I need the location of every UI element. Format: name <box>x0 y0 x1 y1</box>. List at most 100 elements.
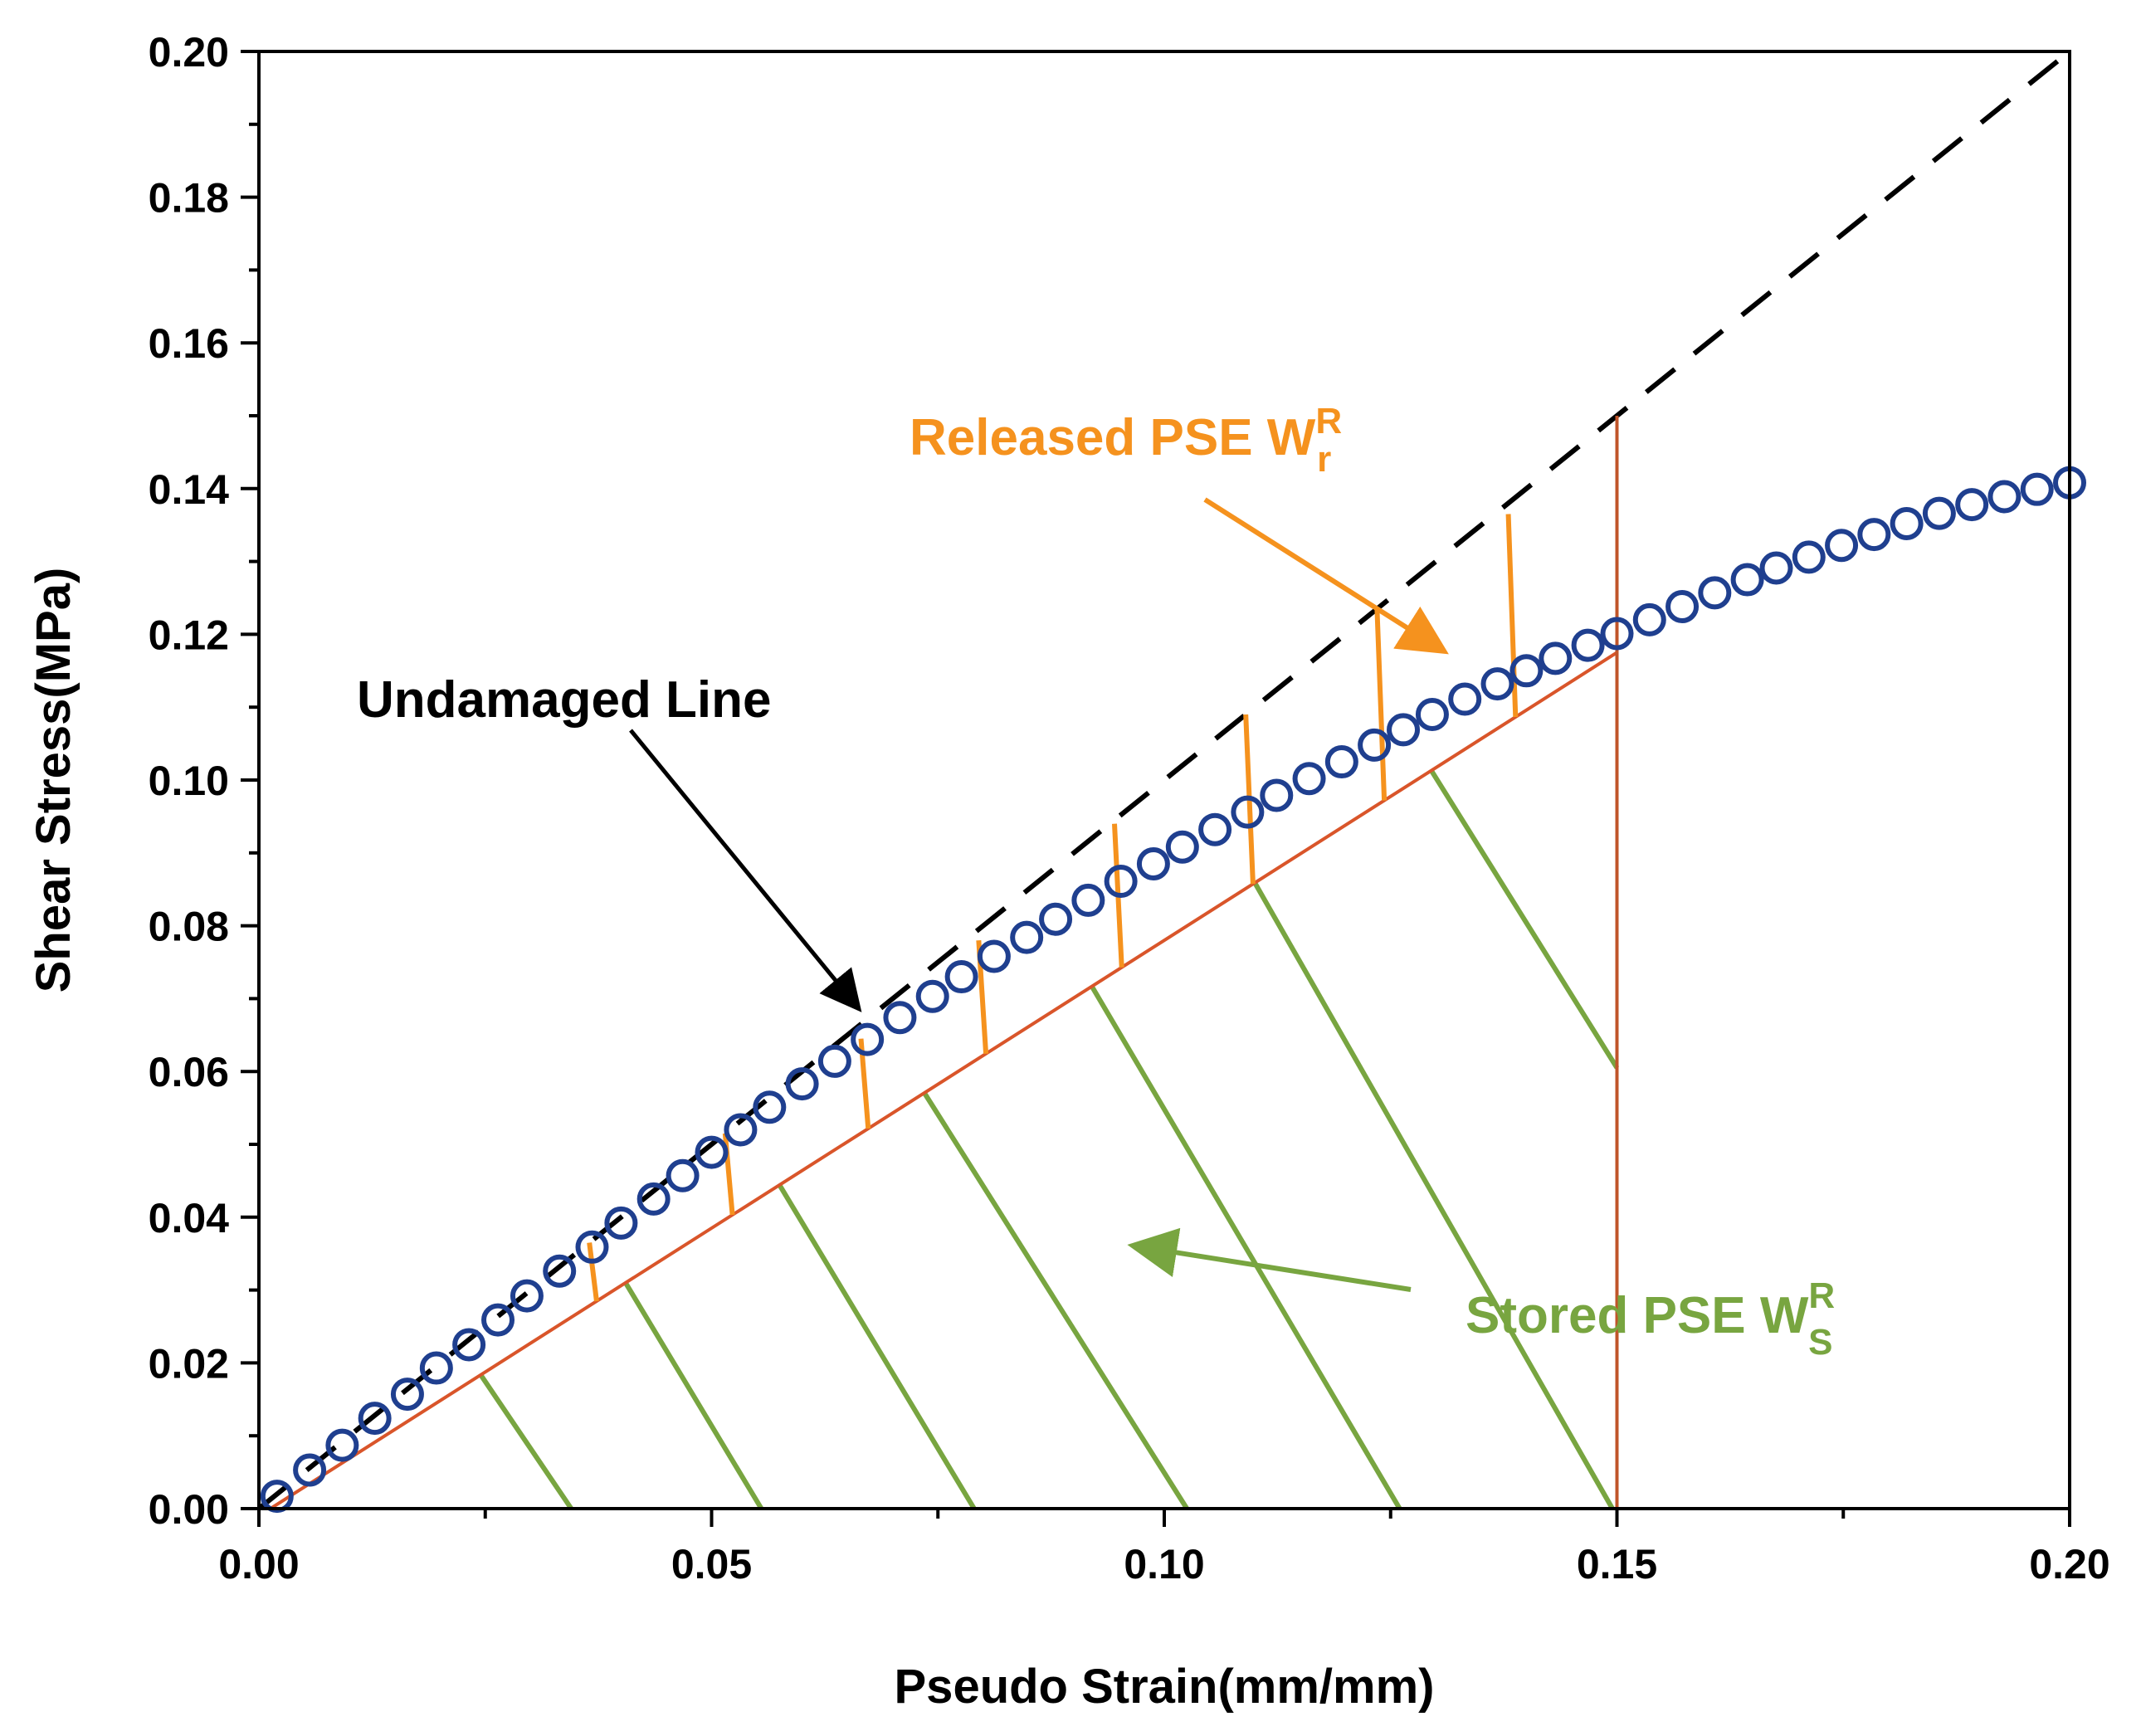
stored-hatch-line <box>478 1373 573 1510</box>
data-point <box>785 1067 819 1101</box>
data-point <box>1039 902 1073 936</box>
data-point <box>1632 602 1666 636</box>
released-pse-label: Released PSE WR r <box>910 401 1342 480</box>
stored-pse-sup: R <box>1808 1275 1835 1316</box>
y-tick-label: 0.00 <box>149 1486 229 1533</box>
data-point <box>1922 496 1956 530</box>
y-axis-title: Shear Stress(MPa) <box>27 568 80 993</box>
data-point <box>695 1135 729 1169</box>
y-tick-label: 0.20 <box>149 29 229 76</box>
data-point <box>944 960 978 994</box>
data-point <box>851 1022 885 1056</box>
data-point <box>1104 865 1138 899</box>
data-point <box>1955 488 1989 522</box>
data-point <box>817 1044 851 1078</box>
y-tick-label: 0.16 <box>149 320 229 367</box>
y-axis-ticks: 0.00 0.02 0.04 0.06 0.08 0.10 0.12 0.14 0.16 0.18… <box>149 29 259 1533</box>
y-tick-label: 0.04 <box>149 1195 230 1241</box>
released-pse-text: Released PSE W <box>910 409 1316 466</box>
annotation-stored-pse: Stored PSE WR S <box>1127 1227 1835 1363</box>
stored-hatch-line <box>777 1183 977 1510</box>
data-point <box>1260 778 1294 812</box>
undamaged-line-label: Undamaged Line <box>357 671 772 729</box>
data-point <box>883 1001 917 1035</box>
data-point <box>2020 472 2054 506</box>
data-point <box>1387 713 1421 747</box>
y-tick-label: 0.02 <box>149 1340 229 1387</box>
y-tick-label: 0.14 <box>149 466 230 513</box>
stored-pse-label: Stored PSE WR S <box>1466 1275 1835 1363</box>
x-tick-label: 0.05 <box>671 1541 752 1587</box>
data-point <box>510 1279 544 1313</box>
y-tick-label: 0.18 <box>149 175 229 222</box>
released-segment <box>587 1242 599 1302</box>
data-point <box>724 1113 758 1147</box>
data-point <box>325 1428 359 1462</box>
y-tick-label: 0.06 <box>149 1049 229 1095</box>
stored-hatch-line <box>1429 768 1620 1070</box>
released-pse-sub: r <box>1317 439 1331 480</box>
data-point <box>636 1182 671 1216</box>
stored-hatch-line <box>623 1281 764 1510</box>
undamaged-line <box>257 50 2070 1510</box>
data-point <box>260 1480 294 1514</box>
data-point <box>1415 697 1449 731</box>
lines <box>257 50 2070 1510</box>
x-tick-label: 0.00 <box>218 1541 299 1587</box>
released-segment <box>1505 514 1519 718</box>
data-point <box>1857 518 1891 552</box>
data-point <box>1448 682 1482 716</box>
data-point <box>915 979 949 1013</box>
data-point <box>1292 762 1326 796</box>
data-point <box>1010 920 1044 954</box>
data-point <box>358 1402 392 1436</box>
data-point <box>1480 667 1514 701</box>
data-point <box>1825 529 1859 563</box>
data-point <box>543 1254 577 1288</box>
data-point <box>452 1328 486 1362</box>
stored-pse-arrow <box>1127 1227 1412 1292</box>
data-point <box>753 1090 787 1124</box>
stored-hatch-line <box>922 1091 1189 1510</box>
data-point <box>419 1351 453 1385</box>
data-point <box>1165 830 1199 864</box>
annotation-undamaged-line: Undamaged Line <box>357 671 862 1012</box>
data-point <box>1324 745 1358 779</box>
data-point <box>293 1453 327 1487</box>
stored-hatch-line <box>1090 985 1402 1510</box>
data-point <box>1571 628 1605 662</box>
x-tick-label: 0.10 <box>1124 1541 1204 1587</box>
data-point <box>1890 506 1924 540</box>
data-point <box>604 1206 638 1240</box>
data-point <box>1987 480 2022 514</box>
data-point <box>1509 654 1544 688</box>
released-pse-sup: R <box>1315 401 1342 441</box>
data-point <box>1759 551 1793 585</box>
x-axis-title: Pseudo Strain(mm/mm) <box>895 1660 1435 1714</box>
data-point <box>666 1158 700 1192</box>
data-point <box>481 1303 515 1337</box>
y-tick-label: 0.08 <box>149 904 229 950</box>
x-tick-label: 0.15 <box>1577 1541 1657 1587</box>
data-point <box>1071 883 1105 917</box>
data-point <box>1231 795 1265 829</box>
data-point <box>1698 576 1732 610</box>
data-point <box>575 1230 609 1264</box>
data-point <box>1730 563 1764 597</box>
annotation-released-pse: Released PSE WR r <box>910 401 1449 655</box>
released-segment <box>1374 608 1388 801</box>
data-point <box>1792 540 1826 574</box>
data-point <box>1358 728 1392 762</box>
stored-pse-hatch <box>478 768 1620 1510</box>
unloading-line <box>264 651 1618 1510</box>
data-point <box>390 1378 424 1412</box>
y-tick-label: 0.12 <box>149 612 229 658</box>
x-tick-label: 0.20 <box>2029 1541 2109 1587</box>
measured-points <box>260 466 2086 1514</box>
data-point <box>1136 846 1170 880</box>
undamaged-line-arrow <box>629 729 862 1012</box>
data-point <box>977 939 1011 973</box>
y-tick-label: 0.10 <box>149 758 229 804</box>
data-point <box>1600 617 1634 651</box>
